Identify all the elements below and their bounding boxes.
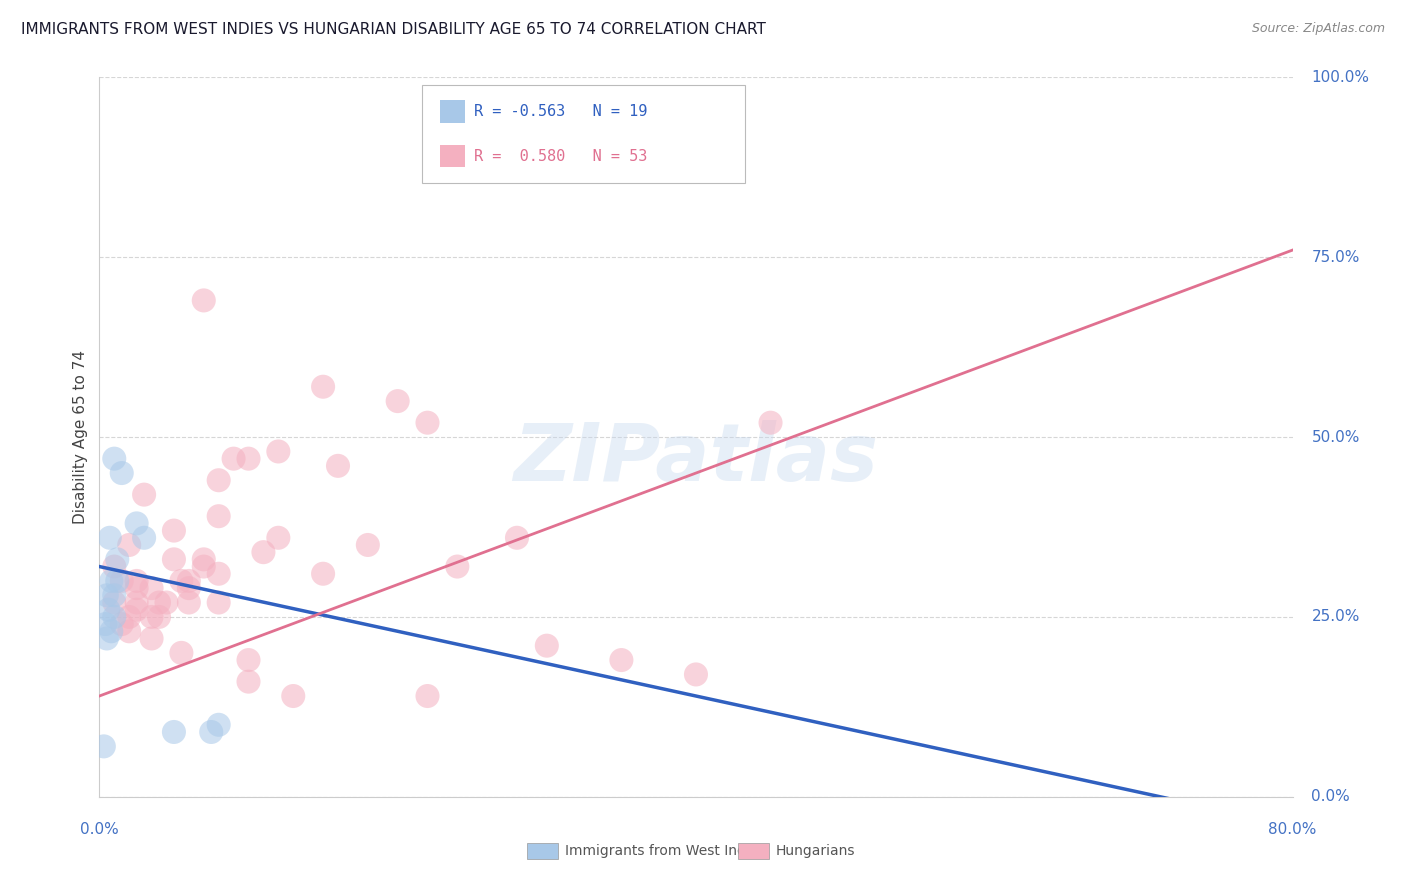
Point [170,574,193,588]
Point [132,531,155,545]
Point [100,624,122,639]
Point [283,689,305,703]
Text: R = -0.563   N = 19: R = -0.563 N = 19 [474,104,647,119]
Point [148,595,170,609]
Y-axis label: Disability Age 65 to 74: Disability Age 65 to 74 [73,350,89,524]
Point [125,516,148,531]
Point [238,451,260,466]
Point [267,531,290,545]
Point [103,451,125,466]
Point [141,581,163,595]
Text: 25.0%: 25.0% [1312,609,1360,624]
Point [536,639,558,653]
Point [208,509,231,524]
Point [200,725,222,739]
Point [312,566,335,581]
Point [357,538,380,552]
Point [94,617,117,632]
Point [163,524,186,538]
Text: Immigrants from West Indies: Immigrants from West Indies [565,844,766,858]
Text: 100.0%: 100.0% [1312,70,1369,85]
Text: ZIPatlas: ZIPatlas [513,419,879,498]
Text: 75.0%: 75.0% [1312,250,1360,265]
Point [163,552,186,566]
Point [506,531,529,545]
Point [105,552,128,566]
Point [118,538,141,552]
Point [103,559,125,574]
Text: R =  0.580   N = 53: R = 0.580 N = 53 [474,149,647,163]
Point [222,451,245,466]
Point [100,574,122,588]
Point [96,632,118,646]
Point [103,595,125,609]
Point [193,559,215,574]
Point [267,444,290,458]
Point [93,739,115,754]
Text: 0.0%: 0.0% [80,822,118,837]
Point [132,488,155,502]
Point [312,380,335,394]
Point [387,394,409,409]
Point [238,674,260,689]
Point [125,595,148,609]
Point [610,653,633,667]
Point [111,466,134,480]
Point [208,473,231,487]
Text: 0.0%: 0.0% [1312,789,1350,805]
Point [125,581,148,595]
Point [103,588,125,602]
Point [125,603,148,617]
Point [193,552,215,566]
Point [759,416,782,430]
Point [141,610,163,624]
Text: Source: ZipAtlas.com: Source: ZipAtlas.com [1251,22,1385,36]
Text: 80.0%: 80.0% [1268,822,1317,837]
Point [163,725,186,739]
Point [105,574,128,588]
Point [96,588,118,602]
Point [238,653,260,667]
Text: Hungarians: Hungarians [776,844,856,858]
Point [685,667,707,681]
Text: IMMIGRANTS FROM WEST INDIES VS HUNGARIAN DISABILITY AGE 65 TO 74 CORRELATION CHA: IMMIGRANTS FROM WEST INDIES VS HUNGARIAN… [21,22,766,37]
Point [148,610,170,624]
Point [125,574,148,588]
Point [208,566,231,581]
Point [97,603,120,617]
Point [118,610,141,624]
Point [177,574,200,588]
Point [208,718,231,732]
Point [111,574,134,588]
Point [416,689,439,703]
Point [208,595,231,609]
Point [118,624,141,639]
Text: 50.0%: 50.0% [1312,430,1360,444]
Point [326,458,349,473]
Point [111,617,134,632]
Point [170,646,193,660]
Point [446,559,468,574]
Point [98,531,121,545]
Point [141,632,163,646]
Point [177,595,200,609]
Point [155,595,177,609]
Point [252,545,274,559]
Point [193,293,215,308]
Point [103,610,125,624]
Point [177,581,200,595]
Point [416,416,439,430]
